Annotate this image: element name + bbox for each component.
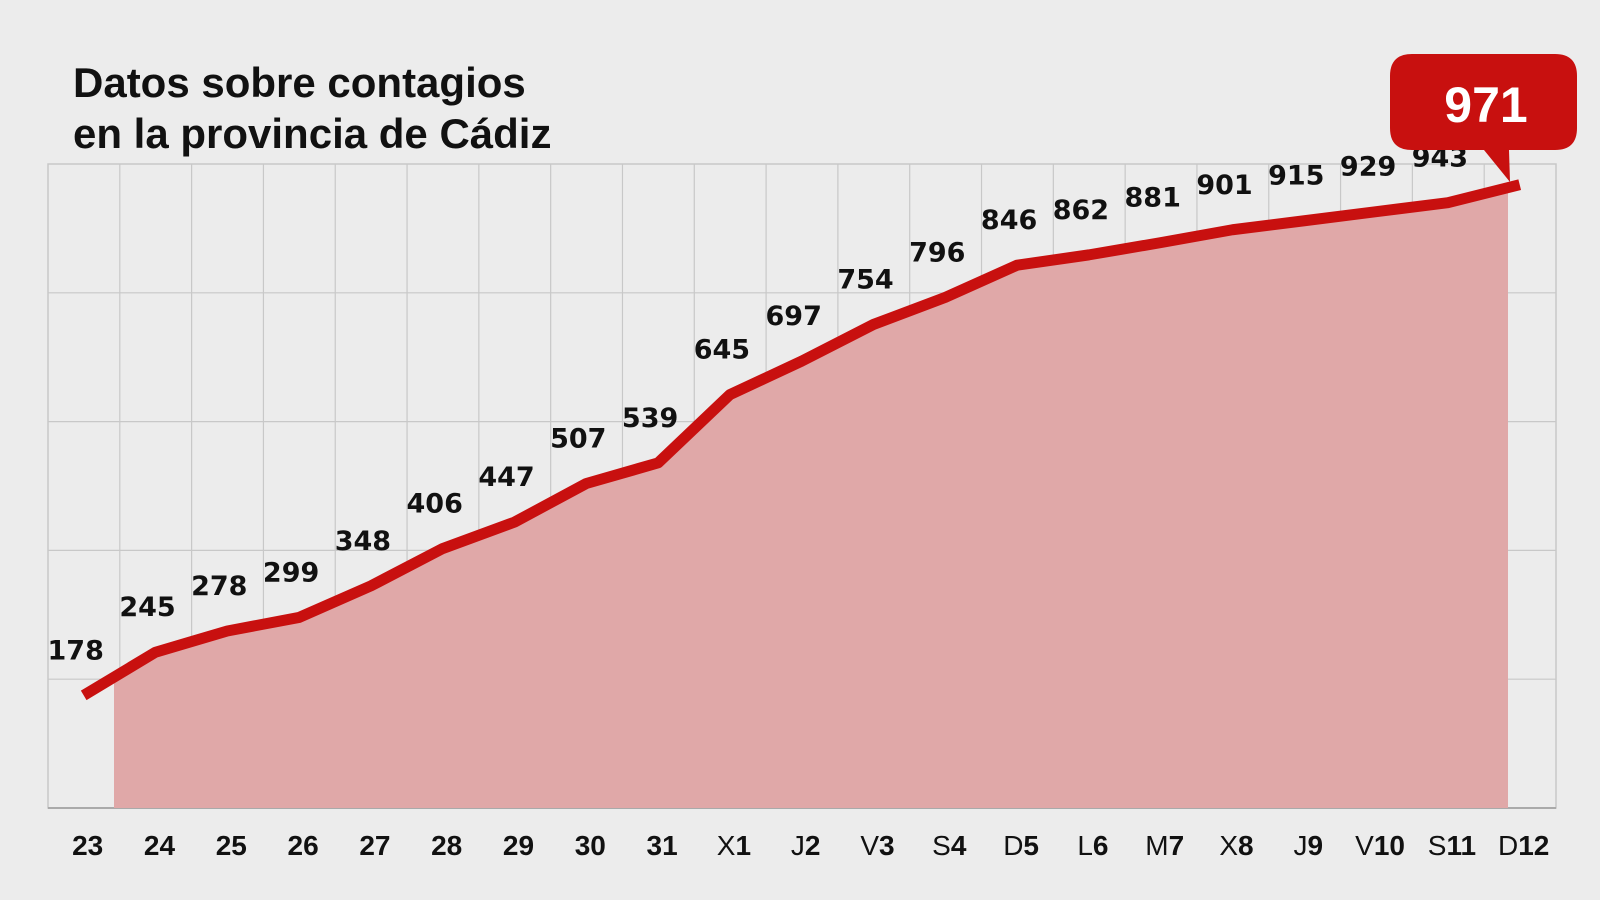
weekday-prefix: J	[1294, 830, 1308, 861]
weekday-prefix: L	[1077, 830, 1093, 861]
day-number: 30	[575, 830, 606, 861]
value-labels: 178 245 278 299 348 406 447 507 539 645 697 754 796 8…	[48, 143, 1469, 667]
weekday-prefix: S	[932, 830, 951, 861]
day-number: 24	[144, 830, 176, 861]
callout-value: 971	[1444, 77, 1527, 133]
day-number: 1	[735, 830, 751, 861]
chart-title-line-1: Datos sobre contagios	[73, 59, 526, 106]
day-number: 9	[1308, 830, 1324, 861]
x-tick-label: 24	[144, 830, 176, 861]
day-number: 27	[359, 830, 390, 861]
x-tick-label: 27	[359, 830, 390, 861]
data-label: 754	[837, 264, 893, 295]
area-fill	[114, 187, 1508, 808]
x-tick-label: V3	[860, 830, 894, 861]
weekday-prefix: X	[1219, 830, 1238, 861]
day-number: 2	[805, 830, 821, 861]
day-number: 28	[431, 830, 462, 861]
x-tick-label: J2	[791, 830, 821, 861]
day-number: 6	[1093, 830, 1109, 861]
x-tick-label: J9	[1294, 830, 1324, 861]
x-axis-labels: 23 24 25 26 27 28 29 30 31 X1 J2 V3 S4 D5 L6 M7 X8 J9 V10 S…	[72, 830, 1549, 861]
weekday-prefix: D	[1498, 830, 1518, 861]
day-number: 5	[1023, 830, 1039, 861]
day-number: 11	[1446, 830, 1476, 861]
day-number: 23	[72, 830, 103, 861]
data-label: 406	[407, 489, 463, 520]
data-label: 299	[263, 557, 319, 588]
day-number: 26	[288, 830, 319, 861]
data-label: 507	[550, 423, 606, 454]
x-tick-label: M7	[1145, 830, 1184, 861]
data-label: 915	[1268, 161, 1324, 192]
series-line-path	[80, 179, 1522, 701]
x-tick-label: 25	[216, 830, 247, 861]
data-label: 447	[478, 462, 534, 493]
data-label: 539	[622, 403, 678, 434]
weekday-prefix: V	[1355, 830, 1374, 861]
data-label: 881	[1125, 183, 1181, 214]
x-tick-label: L6	[1077, 830, 1108, 861]
x-tick-label: S11	[1428, 830, 1476, 861]
day-number: 10	[1374, 830, 1405, 861]
x-tick-label: X8	[1219, 830, 1253, 861]
x-tick-label: D5	[1003, 830, 1039, 861]
weekday-prefix: X	[717, 830, 736, 861]
x-tick-label: 28	[431, 830, 462, 861]
weekday-prefix: V	[860, 830, 879, 861]
day-number: 3	[879, 830, 895, 861]
day-number: 8	[1238, 830, 1254, 861]
data-label: 348	[335, 526, 391, 557]
data-label: 178	[48, 635, 104, 666]
day-number: 25	[216, 830, 247, 861]
data-label: 846	[981, 205, 1037, 236]
data-label: 697	[766, 301, 822, 332]
data-label: 862	[1053, 195, 1109, 226]
data-label: 796	[909, 237, 965, 268]
weekday-prefix: S	[1428, 830, 1447, 861]
data-label: 245	[119, 592, 175, 623]
day-number: 7	[1169, 830, 1185, 861]
callout-bubble	[1390, 54, 1577, 182]
series-line	[80, 179, 1522, 701]
x-tick-label: D12	[1498, 830, 1549, 861]
day-number: 4	[951, 830, 967, 861]
day-number: 31	[647, 830, 678, 861]
data-label: 278	[191, 571, 247, 602]
weekday-prefix: M	[1145, 830, 1168, 861]
highlight-callout: 971	[1390, 54, 1577, 182]
weekday-prefix: D	[1003, 830, 1023, 861]
x-tick-label: 29	[503, 830, 534, 861]
day-number: 29	[503, 830, 534, 861]
x-tick-label: 31	[647, 830, 678, 861]
x-tick-label: 26	[288, 830, 319, 861]
chart-title-line-2: en la provincia de Cádiz	[73, 110, 551, 157]
area-fill-shape	[114, 187, 1508, 808]
day-number: 12	[1518, 830, 1549, 861]
x-tick-label: 23	[72, 830, 103, 861]
x-tick-label: 30	[575, 830, 606, 861]
x-tick-label: S4	[932, 830, 967, 861]
x-tick-label: V10	[1355, 830, 1405, 861]
data-label: 929	[1340, 152, 1396, 183]
weekday-prefix: J	[791, 830, 805, 861]
data-label: 901	[1196, 170, 1252, 201]
x-tick-label: X1	[717, 830, 751, 861]
data-label: 645	[694, 335, 750, 366]
